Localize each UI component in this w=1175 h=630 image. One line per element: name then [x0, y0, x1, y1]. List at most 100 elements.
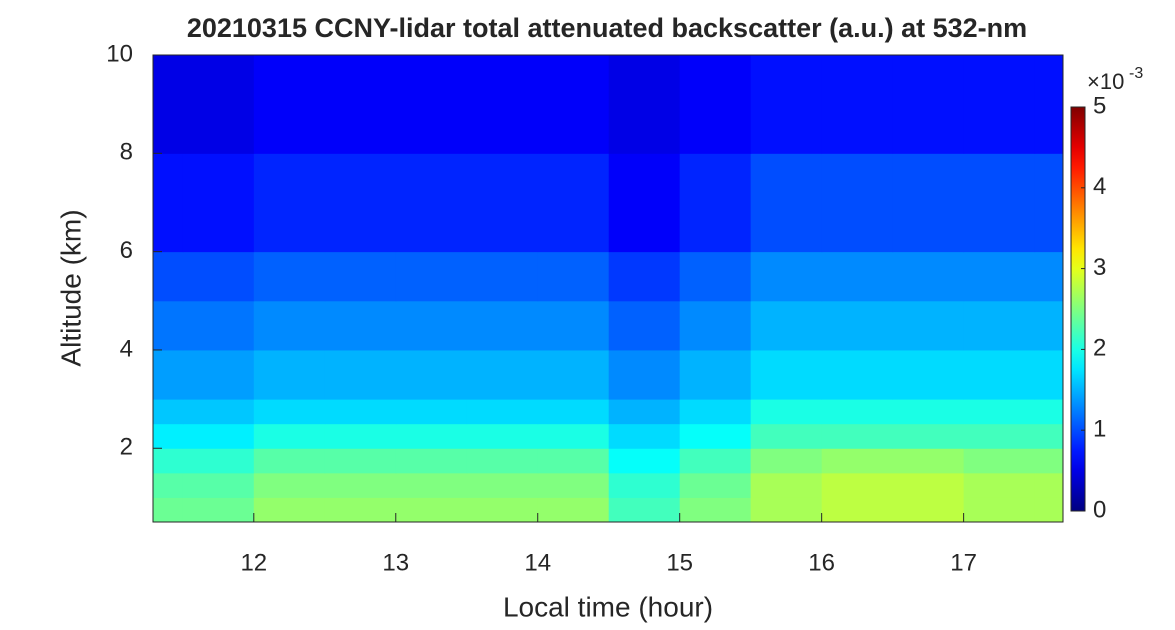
- heatmap-cell: [182, 472, 255, 498]
- heatmap-cell: [892, 497, 965, 523]
- heatmap-cell: [892, 153, 965, 253]
- heatmap-cell: [1034, 423, 1064, 449]
- heatmap-cell: [963, 153, 1036, 253]
- heatmap-cell: [153, 448, 184, 474]
- heatmap-cell: [537, 300, 610, 351]
- heatmap-cell: [253, 251, 326, 302]
- heatmap-cell: [253, 300, 326, 351]
- heatmap-cell: [153, 399, 184, 425]
- heatmap-cell: [253, 55, 326, 154]
- heatmap-cell: [608, 300, 681, 351]
- heatmap-cell: [466, 472, 539, 498]
- colorbar-tick-label: 0: [1093, 496, 1106, 523]
- heatmap-cell: [253, 399, 326, 425]
- heatmap-cell: [608, 55, 681, 154]
- colorbar-multiplier: ×10: [1087, 69, 1124, 94]
- heatmap-cell: [750, 472, 823, 498]
- heatmap-cell: [608, 472, 681, 498]
- heatmap-cell: [750, 349, 823, 400]
- colorbar: [1070, 106, 1086, 512]
- heatmap-cell: [466, 300, 539, 351]
- heatmap-cell: [395, 497, 468, 523]
- heatmap-cell: [963, 349, 1036, 400]
- heatmap-cell: [892, 349, 965, 400]
- heatmap-cell: [253, 423, 326, 449]
- x-tick-label: 14: [524, 549, 551, 576]
- heatmap-cell: [253, 448, 326, 474]
- heatmap-cell: [679, 349, 752, 400]
- heatmap-cell: [750, 497, 823, 523]
- heatmap-cell: [182, 251, 255, 302]
- heatmap-cell: [750, 55, 823, 154]
- heatmap-cell: [963, 251, 1036, 302]
- heatmap-cell: [466, 349, 539, 400]
- colorbar-tick-label: 1: [1093, 416, 1106, 443]
- heatmap-cell: [1034, 472, 1064, 498]
- heatmap-cell: [821, 251, 894, 302]
- heatmap-cell: [324, 55, 397, 154]
- heatmap-cell: [892, 55, 965, 154]
- y-axis-label: Altitude (km): [55, 209, 86, 366]
- heatmap-cell: [324, 300, 397, 351]
- heatmap-cell: [750, 251, 823, 302]
- heatmap-cell: [182, 399, 255, 425]
- heatmap-cell: [963, 423, 1036, 449]
- heatmap-cell: [153, 497, 184, 523]
- heatmap-cell: [537, 349, 610, 400]
- x-tick-label: 12: [240, 549, 267, 576]
- heatmap-cell: [253, 153, 326, 253]
- colorbar-tick-label: 2: [1093, 335, 1106, 362]
- heatmap-cell: [537, 399, 610, 425]
- heatmap-cell: [182, 55, 255, 154]
- heatmap-cell: [537, 497, 610, 523]
- heatmap-cell: [892, 300, 965, 351]
- heatmap-cell: [466, 153, 539, 253]
- heatmap-cell: [1034, 300, 1064, 351]
- x-tick-label: 15: [666, 549, 693, 576]
- heatmap-cell: [153, 153, 184, 253]
- heatmap-cell: [679, 423, 752, 449]
- heatmap-cell: [182, 423, 255, 449]
- chart-title: 20210315 CCNY-lidar total attenuated bac…: [187, 13, 1027, 43]
- heatmap-cell: [821, 349, 894, 400]
- heatmap-cell: [1034, 251, 1064, 302]
- heatmap-cell: [324, 399, 397, 425]
- heatmap-cell: [324, 497, 397, 523]
- heatmap-cell: [395, 472, 468, 498]
- heatmap-cell: [253, 472, 326, 498]
- heatmap-cell: [608, 251, 681, 302]
- heatmap-cell: [1034, 55, 1064, 154]
- heatmap-cell: [324, 251, 397, 302]
- heatmap-cell: [182, 349, 255, 400]
- y-tick-label: 4: [120, 335, 133, 362]
- heatmap-cell: [537, 448, 610, 474]
- heatmap-cell: [963, 399, 1036, 425]
- heatmap-cell: [679, 55, 752, 154]
- heatmap-cell: [750, 300, 823, 351]
- heatmap-cell: [466, 423, 539, 449]
- heatmap-cell: [395, 423, 468, 449]
- heatmap-cell: [608, 497, 681, 523]
- heatmap-cell: [821, 153, 894, 253]
- colorbar-tick-label: 4: [1093, 173, 1106, 200]
- heatmap-cell: [324, 448, 397, 474]
- heatmap-cell: [395, 55, 468, 154]
- heatmap-cell: [395, 153, 468, 253]
- heatmap-cell: [182, 153, 255, 253]
- heatmap-cell: [608, 399, 681, 425]
- heatmap-cell: [153, 251, 184, 302]
- heatmap-cell: [253, 497, 326, 523]
- heatmap-cell: [395, 399, 468, 425]
- heatmap-cell: [153, 349, 184, 400]
- heatmap-cell: [821, 497, 894, 523]
- heatmap-cell: [537, 153, 610, 253]
- heatmap-cell: [182, 300, 255, 351]
- heatmap-cell: [1034, 349, 1064, 400]
- heatmap-cell: [679, 472, 752, 498]
- heatmap-cell: [153, 300, 184, 351]
- heatmap-cell: [1034, 448, 1064, 474]
- colorbar-tick-label: 5: [1093, 92, 1106, 119]
- heatmap-cell: [466, 251, 539, 302]
- heatmap-cell: [679, 497, 752, 523]
